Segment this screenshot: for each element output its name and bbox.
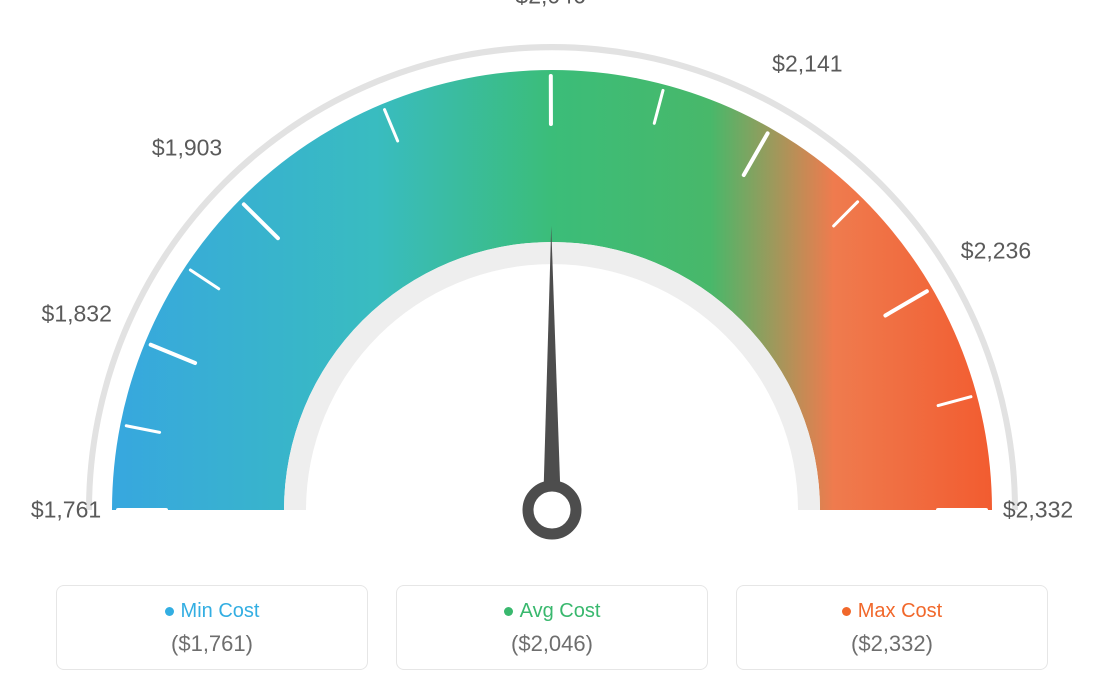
legend-title-avg: Avg Cost [504,600,601,623]
gauge-scale-label: $1,761 [31,497,101,524]
gauge-needle-hub [528,486,576,534]
gauge-chart: $1,761 $1,832 $1,903 $2,046 $2,141 $2,236 $2,3… [0,0,1104,560]
gauge-scale-label: $1,832 [42,301,112,328]
legend-title-max: Max Cost [842,600,942,623]
gauge-needle [543,226,561,510]
gauge-svg [0,0,1104,560]
legend-value-avg: ($2,046) [511,631,593,657]
gauge-scale-label: $1,903 [152,135,222,162]
legend-value-max: ($2,332) [851,631,933,657]
legend-card-avg: Avg Cost ($2,046) [396,585,708,670]
gauge-scale-label: $2,332 [1003,497,1073,524]
legend-title-text: Avg Cost [520,600,601,623]
gauge-scale-label: $2,141 [772,50,842,77]
legend-title-min: Min Cost [165,600,260,623]
gauge-scale-label: $2,046 [515,0,585,10]
legend-title-text: Min Cost [181,600,260,623]
legend-card-max: Max Cost ($2,332) [736,585,1048,670]
legend-dot-icon [504,607,513,616]
legend-card-min: Min Cost ($1,761) [56,585,368,670]
legend-title-text: Max Cost [858,600,942,623]
legend-dot-icon [165,607,174,616]
root: $1,761 $1,832 $1,903 $2,046 $2,141 $2,236 $2,3… [0,0,1104,690]
gauge-scale-label: $2,236 [961,237,1031,264]
legend-value-min: ($1,761) [171,631,253,657]
legend-dot-icon [842,607,851,616]
legend-row: Min Cost ($1,761) Avg Cost ($2,046) Max Cost… [0,585,1104,670]
